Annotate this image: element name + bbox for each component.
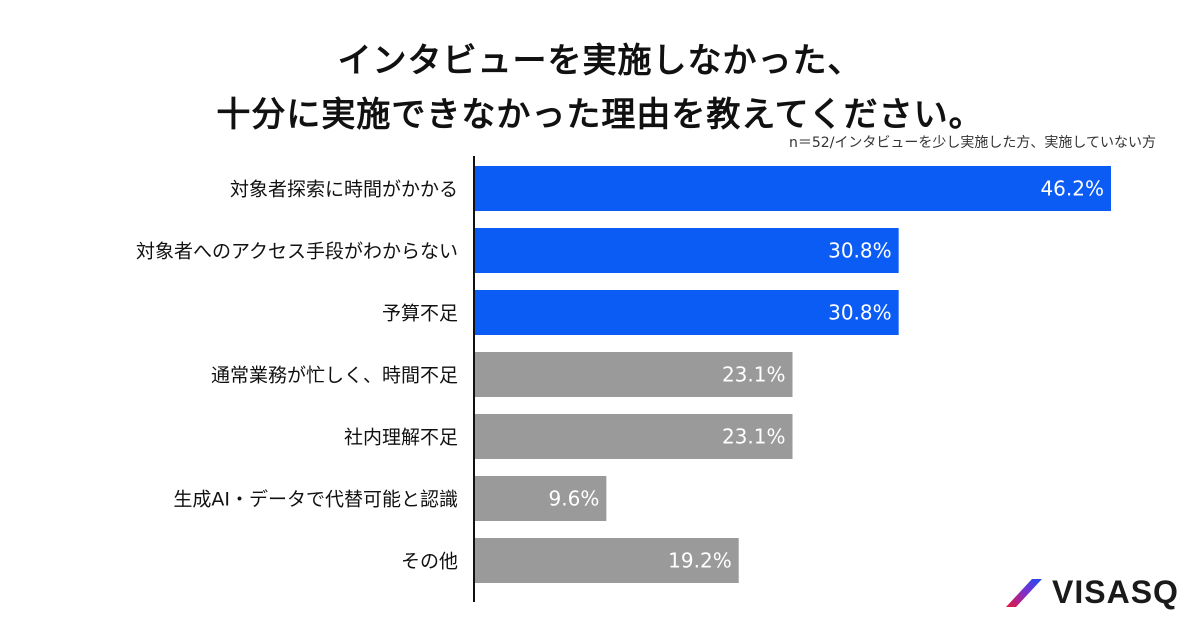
chart-title: インタビューを実施しなかった、 十分に実施できなかった理由を教えてください。	[0, 34, 1200, 142]
bar-2	[474, 228, 899, 273]
chart-title-line-2: 十分に実施できなかった理由を教えてください。	[216, 95, 984, 135]
category-label-5: 社内理解不足	[344, 427, 458, 449]
value-label-5: 23.1%	[722, 425, 786, 449]
chart-title-line-1: インタビューを実施しなかった、	[337, 41, 863, 81]
value-label-7: 19.2%	[668, 549, 732, 573]
brand-slash-icon	[1006, 578, 1042, 607]
bar-4	[474, 352, 793, 397]
brand-logo: VISASQ	[1004, 574, 1179, 611]
bar-1	[474, 166, 1111, 211]
bar-3	[474, 290, 899, 335]
category-label-4: 通常業務が忙しく、時間不足	[211, 365, 458, 387]
category-label-6: 生成AI・データで代替可能と認識	[173, 489, 458, 511]
category-label-7: その他	[401, 551, 458, 573]
category-label-1: 対象者探索に時間がかかる	[230, 179, 458, 201]
value-label-4: 23.1%	[722, 363, 786, 387]
category-label-2: 対象者へのアクセス手段がわからない	[136, 241, 458, 263]
category-label-3: 予算不足	[382, 303, 458, 325]
brand-name: VISASQ	[1052, 574, 1179, 610]
bar-5	[474, 414, 793, 459]
value-label-3: 30.8%	[828, 301, 892, 325]
sample-size-note: n＝52/インタビューを少し実施した方、実施していない方	[789, 135, 1156, 151]
bar-7	[474, 538, 739, 583]
value-label-6: 9.6%	[549, 487, 600, 511]
value-label-2: 30.8%	[828, 239, 892, 263]
bar-6	[474, 476, 607, 521]
value-label-1: 46.2%	[1040, 177, 1104, 201]
